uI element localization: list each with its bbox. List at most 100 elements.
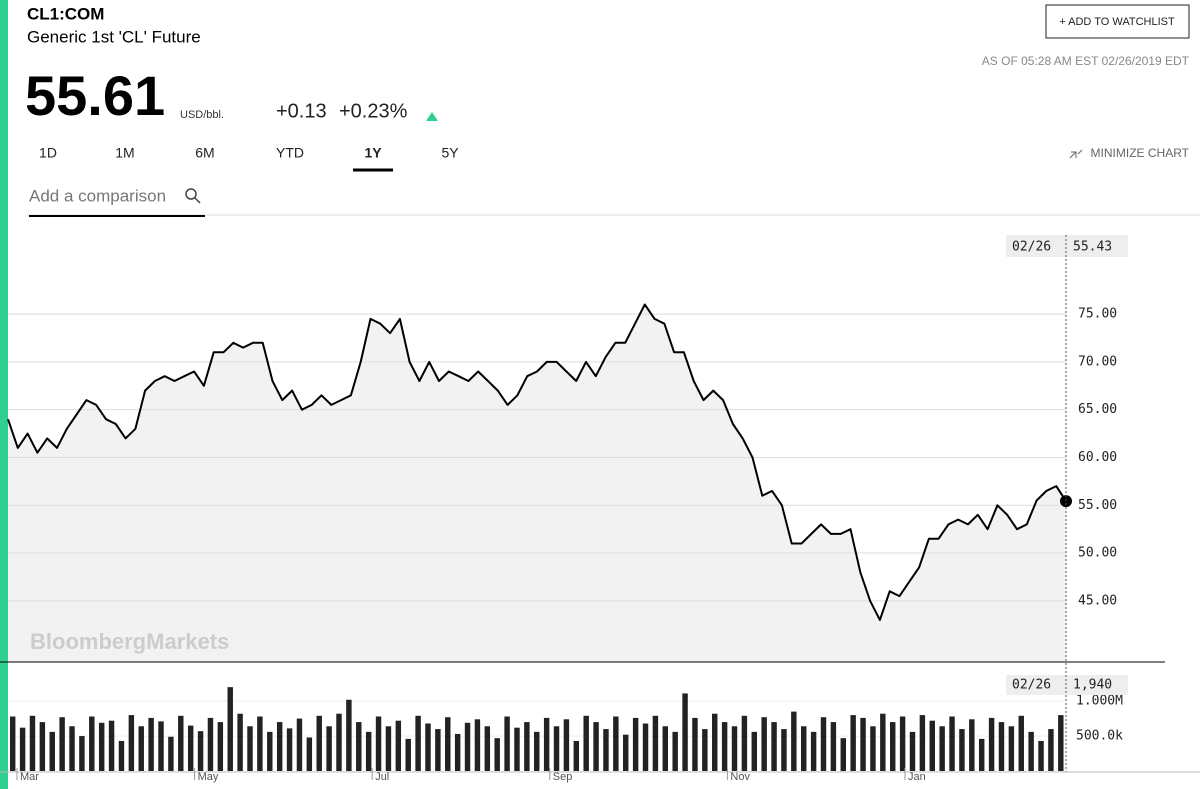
tab[interactable]: 1D xyxy=(39,145,57,161)
volume-bar xyxy=(207,717,214,771)
volume-bar xyxy=(573,740,580,771)
volume-bar xyxy=(1048,729,1054,771)
change-pct: +0.23% xyxy=(339,100,408,122)
volume-bar xyxy=(385,726,392,771)
volume-bar xyxy=(59,717,65,771)
tab[interactable]: YTD xyxy=(276,145,304,161)
volume-bar xyxy=(108,720,115,771)
y-tick-label: 500.0k xyxy=(1076,729,1123,744)
volume-bar xyxy=(227,687,233,771)
watchlist-button[interactable] xyxy=(1045,4,1190,39)
price-area xyxy=(8,304,1066,662)
volume-bar xyxy=(504,716,510,771)
x-tick-label: Jul xyxy=(375,771,389,783)
volume-bar xyxy=(949,716,955,771)
volume-bar xyxy=(464,722,471,771)
volume-bar xyxy=(623,734,629,771)
volume-bar xyxy=(692,717,698,771)
volume-bar xyxy=(187,725,194,771)
volume-bar xyxy=(563,719,570,771)
minimize-chart[interactable]: MINIMIZE CHART xyxy=(1091,146,1190,160)
up-arrow xyxy=(426,112,438,121)
volume-bar xyxy=(148,717,154,771)
volume-bar xyxy=(79,736,85,771)
y-tick-label: 1.000M xyxy=(1076,694,1123,709)
comparison-input[interactable]: Add a comparison xyxy=(29,186,166,205)
volume-bar xyxy=(494,738,500,771)
volume-bar xyxy=(741,715,748,771)
volume-bar xyxy=(781,729,787,771)
volume-bar xyxy=(435,729,441,771)
volume-bar xyxy=(959,729,965,771)
security-name: Generic 1st 'CL' Future xyxy=(27,27,201,46)
volume-bar xyxy=(593,722,599,771)
x-tick-label: May xyxy=(198,771,219,783)
volume-bar xyxy=(899,716,906,771)
volume-bar xyxy=(632,717,639,771)
volume-bar xyxy=(613,716,619,771)
volume-bar xyxy=(850,715,856,771)
volume-bar xyxy=(889,722,896,771)
minimize-icon[interactable] xyxy=(1069,149,1083,159)
volume-bar xyxy=(672,731,678,771)
volume-bar xyxy=(19,727,26,771)
crosshair-value: 55.43 xyxy=(1073,240,1112,255)
accent-bar xyxy=(0,0,8,789)
volume-bar xyxy=(336,713,342,771)
volume-bar xyxy=(29,715,36,771)
y-tick-label: 45.00 xyxy=(1078,593,1117,608)
volume-bar xyxy=(771,722,777,771)
volume-bar xyxy=(356,722,362,771)
volume-bar xyxy=(514,727,520,771)
volume-bar xyxy=(860,717,866,771)
volume-bar xyxy=(118,740,125,771)
volume-bar xyxy=(178,715,184,771)
volume-bar xyxy=(89,716,95,771)
volume-bar xyxy=(474,719,481,771)
volume-bar xyxy=(445,717,451,771)
y-tick-label: 60.00 xyxy=(1078,450,1117,465)
y-tick-label: 50.00 xyxy=(1078,546,1117,561)
volume-bar xyxy=(306,737,313,771)
volume-bar xyxy=(1008,726,1015,771)
last-point xyxy=(1060,495,1072,508)
volume-bar xyxy=(524,722,530,771)
volume-bar xyxy=(1028,731,1034,771)
volume-bar xyxy=(583,715,589,771)
y-tick-label: 65.00 xyxy=(1078,402,1117,417)
volume-bar xyxy=(1018,715,1024,771)
tab[interactable]: 1Y xyxy=(364,145,382,161)
watchlist-label[interactable]: + ADD TO WATCHLIST xyxy=(1059,16,1175,28)
volume-bar xyxy=(721,722,728,771)
x-tick-label: Nov xyxy=(730,771,750,783)
volume-bar xyxy=(128,715,135,771)
search-icon[interactable] xyxy=(185,188,197,200)
volume-bar xyxy=(820,717,827,771)
crosshair-box xyxy=(1006,235,1128,257)
volume-bar xyxy=(395,720,402,771)
x-tick-label: Sep xyxy=(553,771,573,783)
volume-bar xyxy=(9,716,16,771)
watermark: BloombergMarkets xyxy=(30,629,229,654)
change: +0.13 xyxy=(276,100,327,122)
volume-bar xyxy=(553,726,560,771)
volume-bar xyxy=(662,726,669,771)
volume-bar xyxy=(484,726,491,771)
volume-bar xyxy=(712,713,718,771)
volume-bar xyxy=(49,731,55,771)
volume-bar xyxy=(316,715,322,771)
volume-bar xyxy=(276,722,283,771)
volume-bar xyxy=(988,717,995,771)
x-tick-label: Jan xyxy=(908,771,926,783)
volume-bar xyxy=(326,726,332,771)
volume-bar xyxy=(39,722,46,771)
volume-bar xyxy=(454,733,461,771)
tab[interactable]: 1M xyxy=(115,145,134,161)
tab[interactable]: 6M xyxy=(195,145,214,161)
crosshair-box xyxy=(1006,675,1128,695)
search-icon-handle xyxy=(194,197,201,204)
tab[interactable]: 5Y xyxy=(441,145,459,161)
volume-bar xyxy=(830,722,837,771)
